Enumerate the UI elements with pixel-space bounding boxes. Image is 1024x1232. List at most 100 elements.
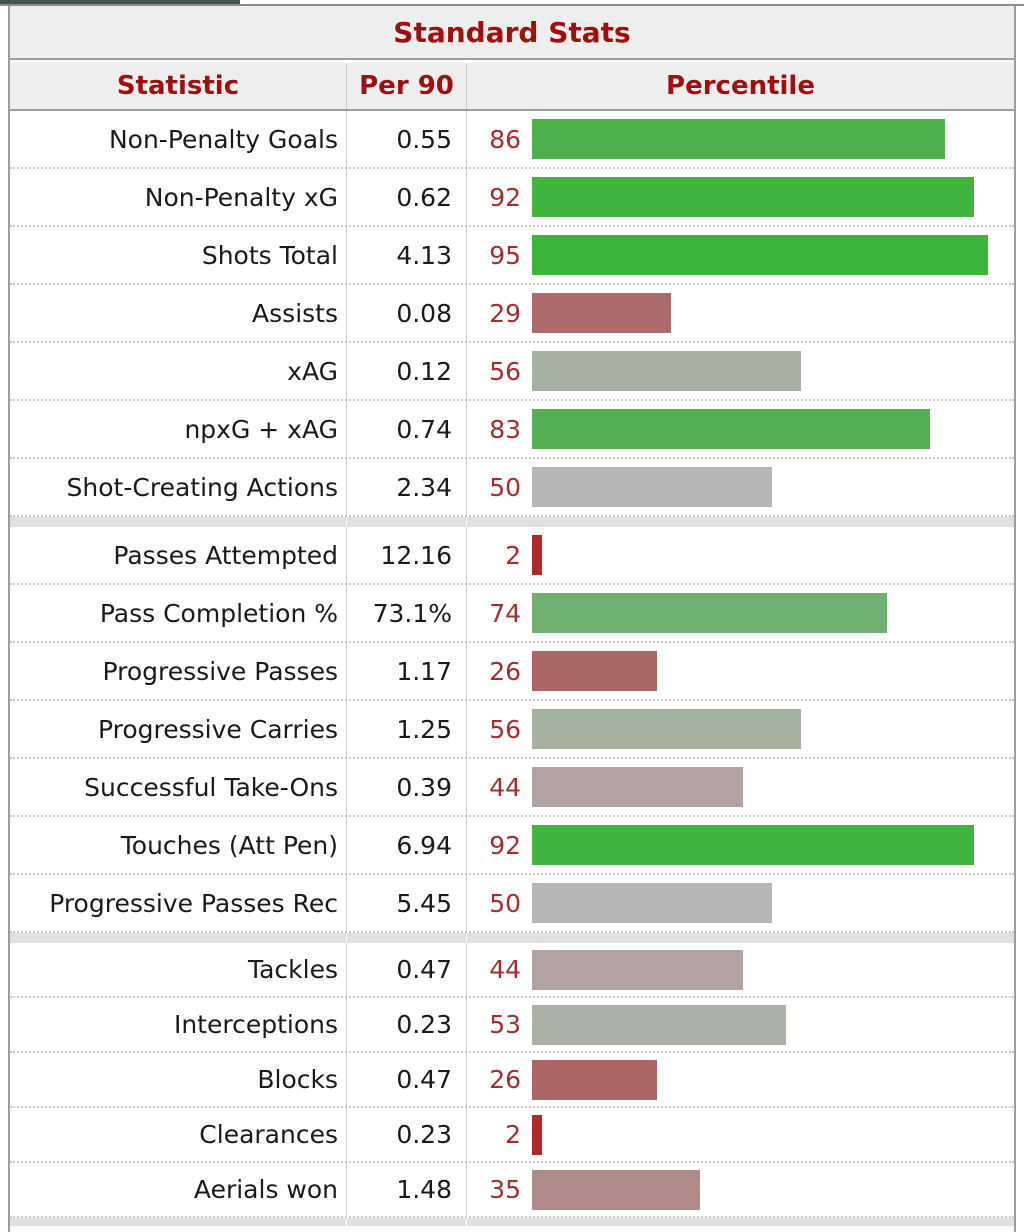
percentile-value: 50 (489, 888, 521, 918)
header-statistic: Statistic (116, 71, 240, 101)
table-row: npxG + xAG 0.74 83 (10, 401, 1014, 459)
table-title: Standard Stats (10, 6, 1014, 60)
stat-group: Non-Penalty Goals 0.55 86 Non-Penalty xG 0.6… (10, 111, 1014, 517)
separator-segment (10, 1218, 346, 1226)
percentile-bar-track (532, 409, 1012, 449)
table-row: Interceptions 0.23 53 (10, 998, 1014, 1053)
percentile-value: 74 (489, 598, 521, 628)
statistic-label: Aerials won (193, 1175, 338, 1204)
per90-value: 0.23 (346, 1108, 466, 1161)
percentile-bar (532, 409, 931, 449)
header-per90: Per 90 (346, 63, 466, 109)
percentile-bar-track (532, 1059, 1012, 1100)
percentile-bar (532, 1004, 787, 1045)
statistic-label: Progressive Passes (102, 656, 339, 686)
statistic-label: Tackles (247, 955, 338, 984)
per90-value: 2.34 (346, 459, 466, 515)
table-row: Aerials won 1.48 35 (10, 1163, 1014, 1218)
group-separator-band (10, 933, 1014, 943)
percentile-cell: 2 (466, 1108, 1014, 1161)
percentile-bar-track (532, 293, 1012, 333)
percentile-bar-track (532, 1169, 1012, 1210)
percentile-bar-track (532, 709, 1012, 749)
percentile-bar (532, 767, 744, 807)
percentile-bar-track (532, 119, 1012, 159)
statistic-label: Successful Take-Ons (84, 772, 338, 802)
percentile-cell: 86 (466, 111, 1014, 167)
percentile-cell: 92 (466, 817, 1014, 873)
percentile-value: 2 (505, 540, 521, 570)
statistic-label: Assists (252, 298, 338, 328)
percentile-bar-track (532, 1004, 1012, 1045)
percentile-bar (532, 949, 744, 990)
group-separator-band (10, 517, 1014, 527)
percentile-value: 26 (489, 656, 521, 686)
percentile-bar (532, 119, 945, 159)
percentile-bar (532, 1114, 542, 1155)
percentile-cell: 26 (466, 643, 1014, 699)
percentile-bar (532, 883, 772, 923)
table-row: Passes Attempted 12.16 2 (10, 527, 1014, 585)
percentile-bar (532, 535, 542, 575)
table-row: Touches (Att Pen) 6.94 92 (10, 817, 1014, 875)
percentile-bar (532, 593, 888, 633)
percentile-cell: 44 (466, 943, 1014, 996)
table-row: Shot-Creating Actions 2.34 50 (10, 459, 1014, 517)
statistic-label: Shots Total (201, 240, 338, 270)
percentile-bar-track (532, 949, 1012, 990)
separator-segment (10, 517, 346, 527)
per90-value: 0.12 (346, 343, 466, 399)
percentile-value: 92 (489, 182, 521, 212)
percentile-cell: 74 (466, 585, 1014, 641)
active-tab-remnant[interactable] (0, 0, 240, 5)
percentile-bar-track (532, 1114, 1012, 1155)
statistic-label: Non-Penalty xG (144, 182, 338, 212)
statistic-label: npxG + xAG (184, 414, 338, 444)
percentile-value: 56 (489, 356, 521, 386)
percentile-bar (532, 467, 772, 507)
table-row: Non-Penalty xG 0.62 92 (10, 169, 1014, 227)
percentile-cell: 95 (466, 227, 1014, 283)
percentile-value: 44 (489, 772, 521, 802)
percentile-cell: 50 (466, 875, 1014, 931)
header-percentile: Percentile (466, 63, 1014, 109)
percentile-bar-track (532, 467, 1012, 507)
percentile-value: 95 (489, 240, 521, 270)
statistic-label: Blocks (257, 1065, 338, 1094)
statistic-label: Shot-Creating Actions (66, 472, 338, 502)
percentile-bar-track (532, 351, 1012, 391)
per90-value: 1.25 (346, 701, 466, 757)
percentile-bar (532, 177, 974, 217)
per90-value: 0.62 (346, 169, 466, 225)
per90-value: 5.45 (346, 875, 466, 931)
per90-value: 0.08 (346, 285, 466, 341)
percentile-bar (532, 351, 801, 391)
table-row: Progressive Passes Rec 5.45 50 (10, 875, 1014, 933)
per90-value: 6.94 (346, 817, 466, 873)
percentile-cell: 35 (466, 1163, 1014, 1216)
percentile-value: 86 (489, 124, 521, 154)
percentile-cell: 26 (466, 1053, 1014, 1106)
percentile-bar-track (532, 883, 1012, 923)
percentile-cell: 44 (466, 759, 1014, 815)
per90-value: 73.1% (346, 585, 466, 641)
per90-value: 0.74 (346, 401, 466, 457)
column-header-row: Statistic Per 90 Percentile (10, 63, 1014, 111)
top-divider (0, 4, 1024, 6)
separator-segment (346, 517, 466, 527)
table-row: xAG 0.12 56 (10, 343, 1014, 401)
percentile-value: 83 (489, 414, 521, 444)
percentile-cell: 53 (466, 998, 1014, 1051)
per90-value: 4.13 (346, 227, 466, 283)
percentile-cell: 83 (466, 401, 1014, 457)
table-body: Non-Penalty Goals 0.55 86 Non-Penalty xG 0.6… (10, 111, 1014, 1226)
statistic-label: Progressive Carries (97, 714, 338, 744)
percentile-cell: 29 (466, 285, 1014, 341)
separator-segment (346, 933, 466, 943)
percentile-value: 53 (489, 1010, 521, 1039)
percentile-bar-track (532, 177, 1012, 217)
statistic-label: Pass Completion % (99, 598, 338, 628)
standard-stats-table: Standard Stats Statistic Per 90 Percenti… (8, 6, 1016, 1232)
per90-value: 0.47 (346, 943, 466, 996)
percentile-cell: 92 (466, 169, 1014, 225)
